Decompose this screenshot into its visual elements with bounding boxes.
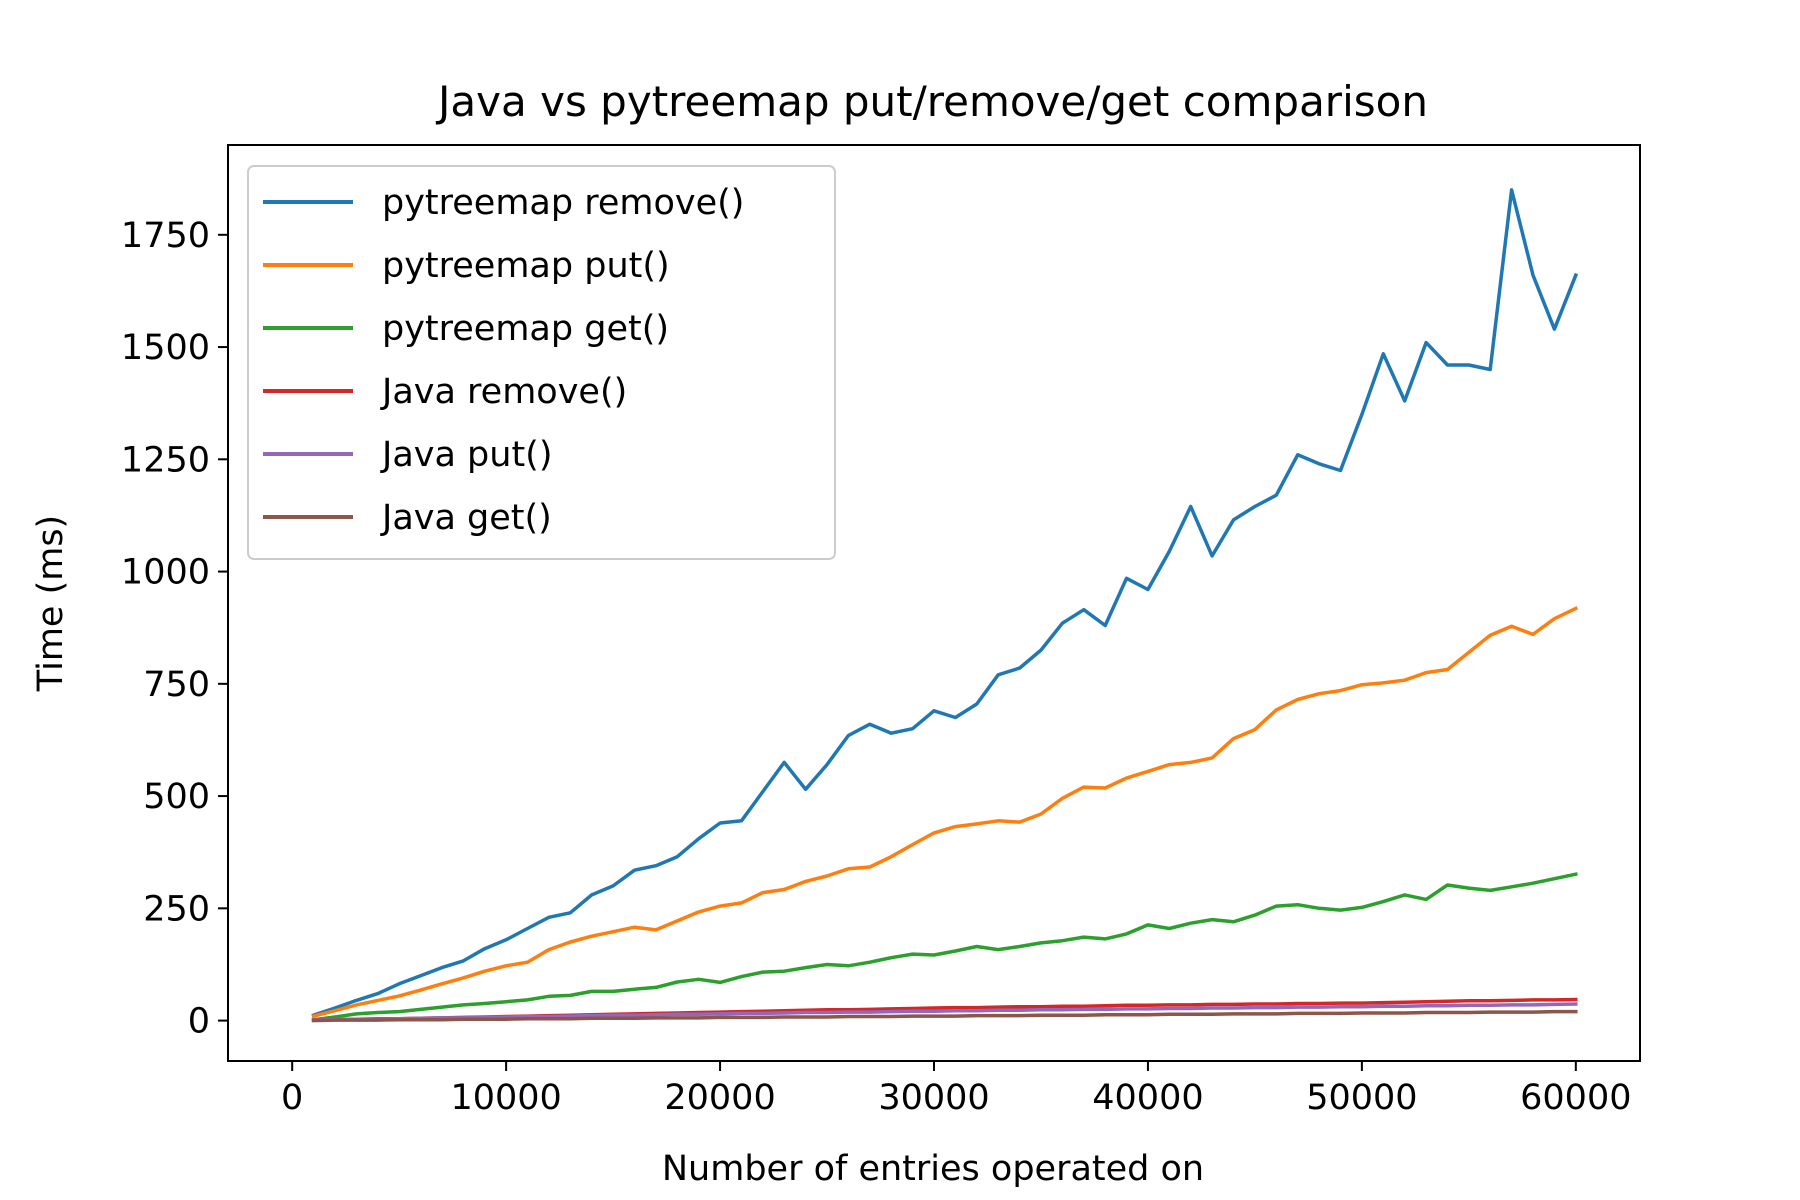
y-tick-label: 1000: [121, 553, 210, 593]
y-tick-label: 1500: [121, 328, 210, 368]
x-tick-label: 30000: [878, 1078, 989, 1118]
legend-label-pytreemap-remove: pytreemap remove(): [382, 183, 744, 223]
legend-label-pytreemap-put: pytreemap put(): [382, 246, 670, 286]
x-tick-label: 10000: [450, 1078, 561, 1118]
legend-box: [247, 165, 836, 560]
x-tick-label: 40000: [1092, 1078, 1203, 1118]
legend-label-java-get: Java get(): [380, 498, 552, 538]
y-tick-label: 250: [143, 889, 210, 929]
y-tick-label: 1250: [121, 440, 210, 480]
y-tick-label: 1750: [121, 216, 210, 256]
legend: pytreemap remove() pytreemap put() pytreem…: [247, 165, 836, 560]
legend-label-java-put: Java put(): [380, 435, 553, 475]
x-tick-label: 0: [281, 1078, 303, 1118]
y-tick-label: 0: [188, 1002, 210, 1042]
x-tick-label: 20000: [664, 1078, 775, 1118]
series-line-java-put: [311, 1002, 1578, 1022]
x-axis-label: Number of entries operated on: [662, 1149, 1204, 1189]
series-layer: [311, 188, 1579, 1023]
series-line-java-get: [311, 1009, 1578, 1023]
series-line-pytreemap-put: [311, 606, 1579, 1019]
y-tick-label: 500: [143, 777, 210, 817]
y-tick-label: 750: [143, 665, 210, 705]
legend-label-pytreemap-get: pytreemap get(): [382, 309, 669, 349]
y-axis: 0 250 500 750 1000 1250 1500 1750: [121, 216, 228, 1042]
x-axis: 0 10000 20000 30000 40000 50000 60000: [281, 1061, 1631, 1118]
legend-label-java-remove: Java remove(): [380, 372, 627, 412]
series-line-pytreemap-remove: [311, 188, 1579, 1018]
series-line-pytreemap-get: [311, 872, 1578, 1022]
x-tick-label: 50000: [1306, 1078, 1417, 1118]
chart-title: Java vs pytreemap put/remove/get compari…: [435, 77, 1428, 126]
y-axis-label: Time (ms): [31, 515, 71, 692]
x-tick-label: 60000: [1520, 1078, 1631, 1118]
